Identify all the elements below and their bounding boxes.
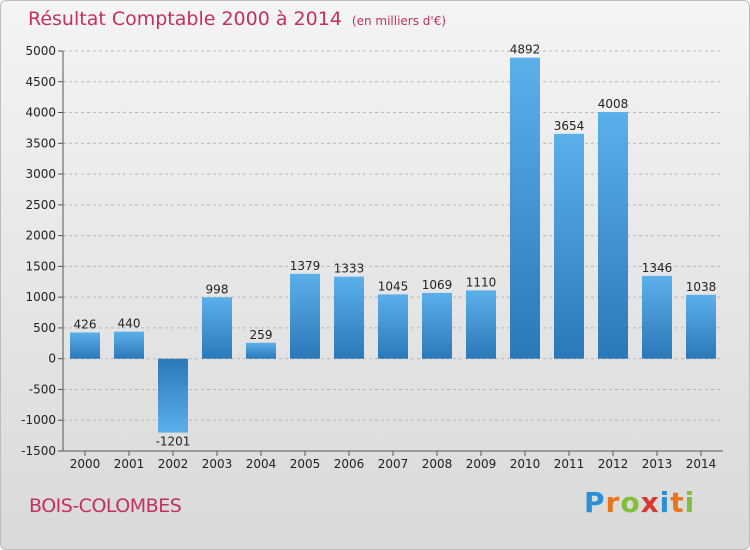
x-tick-label-2009: 2009 xyxy=(466,457,497,471)
bar-2000 xyxy=(70,332,100,359)
bar-2014 xyxy=(686,294,716,359)
x-tick-label-2010: 2010 xyxy=(510,457,541,471)
logo-letter: P xyxy=(584,486,606,519)
logo-letter: i xyxy=(684,486,696,519)
data-label-2005: 1379 xyxy=(290,259,321,273)
data-label-2008: 1069 xyxy=(422,278,453,292)
x-tick-label-2002: 2002 xyxy=(158,457,189,471)
x-tick-label-2006: 2006 xyxy=(334,457,365,471)
y-tick-label: 3500 xyxy=(25,136,56,150)
bar-2003 xyxy=(202,297,232,359)
logo-letter: x xyxy=(640,486,660,519)
bar-2011 xyxy=(554,133,584,359)
y-tick-label: 2500 xyxy=(25,198,56,212)
x-tick-label-2011: 2011 xyxy=(554,457,585,471)
data-label-2012: 4008 xyxy=(598,97,629,111)
town-name: BOIS-COLOMBES xyxy=(29,495,182,517)
data-label-2003: 998 xyxy=(206,282,229,296)
y-tick-label: 1500 xyxy=(25,259,56,273)
bar-2002 xyxy=(158,358,188,433)
x-tick-label-2008: 2008 xyxy=(422,457,453,471)
logo-letter: r xyxy=(605,486,621,519)
y-tick-label: 4000 xyxy=(25,106,56,120)
x-tick-label-2000: 2000 xyxy=(70,457,101,471)
x-tick-label-2014: 2014 xyxy=(686,457,717,471)
y-tick-label: 500 xyxy=(33,321,56,335)
bar-2005 xyxy=(290,273,320,359)
y-tick-label: 0 xyxy=(48,352,56,366)
chart-title-text: Résultat Comptable 2000 à 2014 xyxy=(28,8,342,30)
data-label-2011: 3654 xyxy=(554,119,585,133)
x-tick-label-2004: 2004 xyxy=(246,457,277,471)
chart-title: Résultat Comptable 2000 à 2014 (en millie… xyxy=(28,8,446,30)
bar-2008 xyxy=(422,292,452,359)
chart-subtitle: (en milliers d'€) xyxy=(351,14,447,28)
data-label-2006: 1333 xyxy=(334,262,365,276)
data-label-2004: 259 xyxy=(250,328,273,342)
x-tick-label-2012: 2012 xyxy=(598,457,629,471)
y-tick-label: 4500 xyxy=(25,75,56,89)
x-tick-label-2001: 2001 xyxy=(114,457,145,471)
bar-2004 xyxy=(246,342,276,359)
bar-2012 xyxy=(598,112,628,359)
bar-2006 xyxy=(334,276,364,359)
x-tick-label-2013: 2013 xyxy=(642,457,673,471)
logo-letter: o xyxy=(620,486,641,519)
x-tick-label-2005: 2005 xyxy=(290,457,321,471)
y-tick-label: 3000 xyxy=(25,167,56,181)
proxiti-logo: Proxiti xyxy=(584,486,695,519)
data-label-2001: 440 xyxy=(118,317,141,331)
x-tick-label-2007: 2007 xyxy=(378,457,409,471)
y-tick-label: -1500 xyxy=(21,444,56,458)
y-tick-label: 1000 xyxy=(25,290,56,304)
data-label-2002: -1201 xyxy=(156,435,191,449)
data-label-2000: 426 xyxy=(74,317,97,331)
data-label-2013: 1346 xyxy=(642,261,673,275)
y-tick-label: -1000 xyxy=(21,413,56,427)
data-label-2009: 1110 xyxy=(466,275,497,289)
bar-2010 xyxy=(510,57,540,359)
data-label-2007: 1045 xyxy=(378,279,409,293)
bar-2013 xyxy=(642,275,672,359)
bar-2007 xyxy=(378,294,408,359)
data-label-2010: 4892 xyxy=(510,43,541,57)
y-tick-label: 5000 xyxy=(25,44,56,58)
logo-letter: i xyxy=(659,486,671,519)
y-tick-label: 2000 xyxy=(25,229,56,243)
y-tick-label: -500 xyxy=(29,382,56,396)
data-label-2014: 1038 xyxy=(686,280,717,294)
bar-2009 xyxy=(466,290,496,359)
x-tick-label-2003: 2003 xyxy=(202,457,233,471)
logo-letter: t xyxy=(670,486,685,519)
bar-2001 xyxy=(114,331,144,359)
